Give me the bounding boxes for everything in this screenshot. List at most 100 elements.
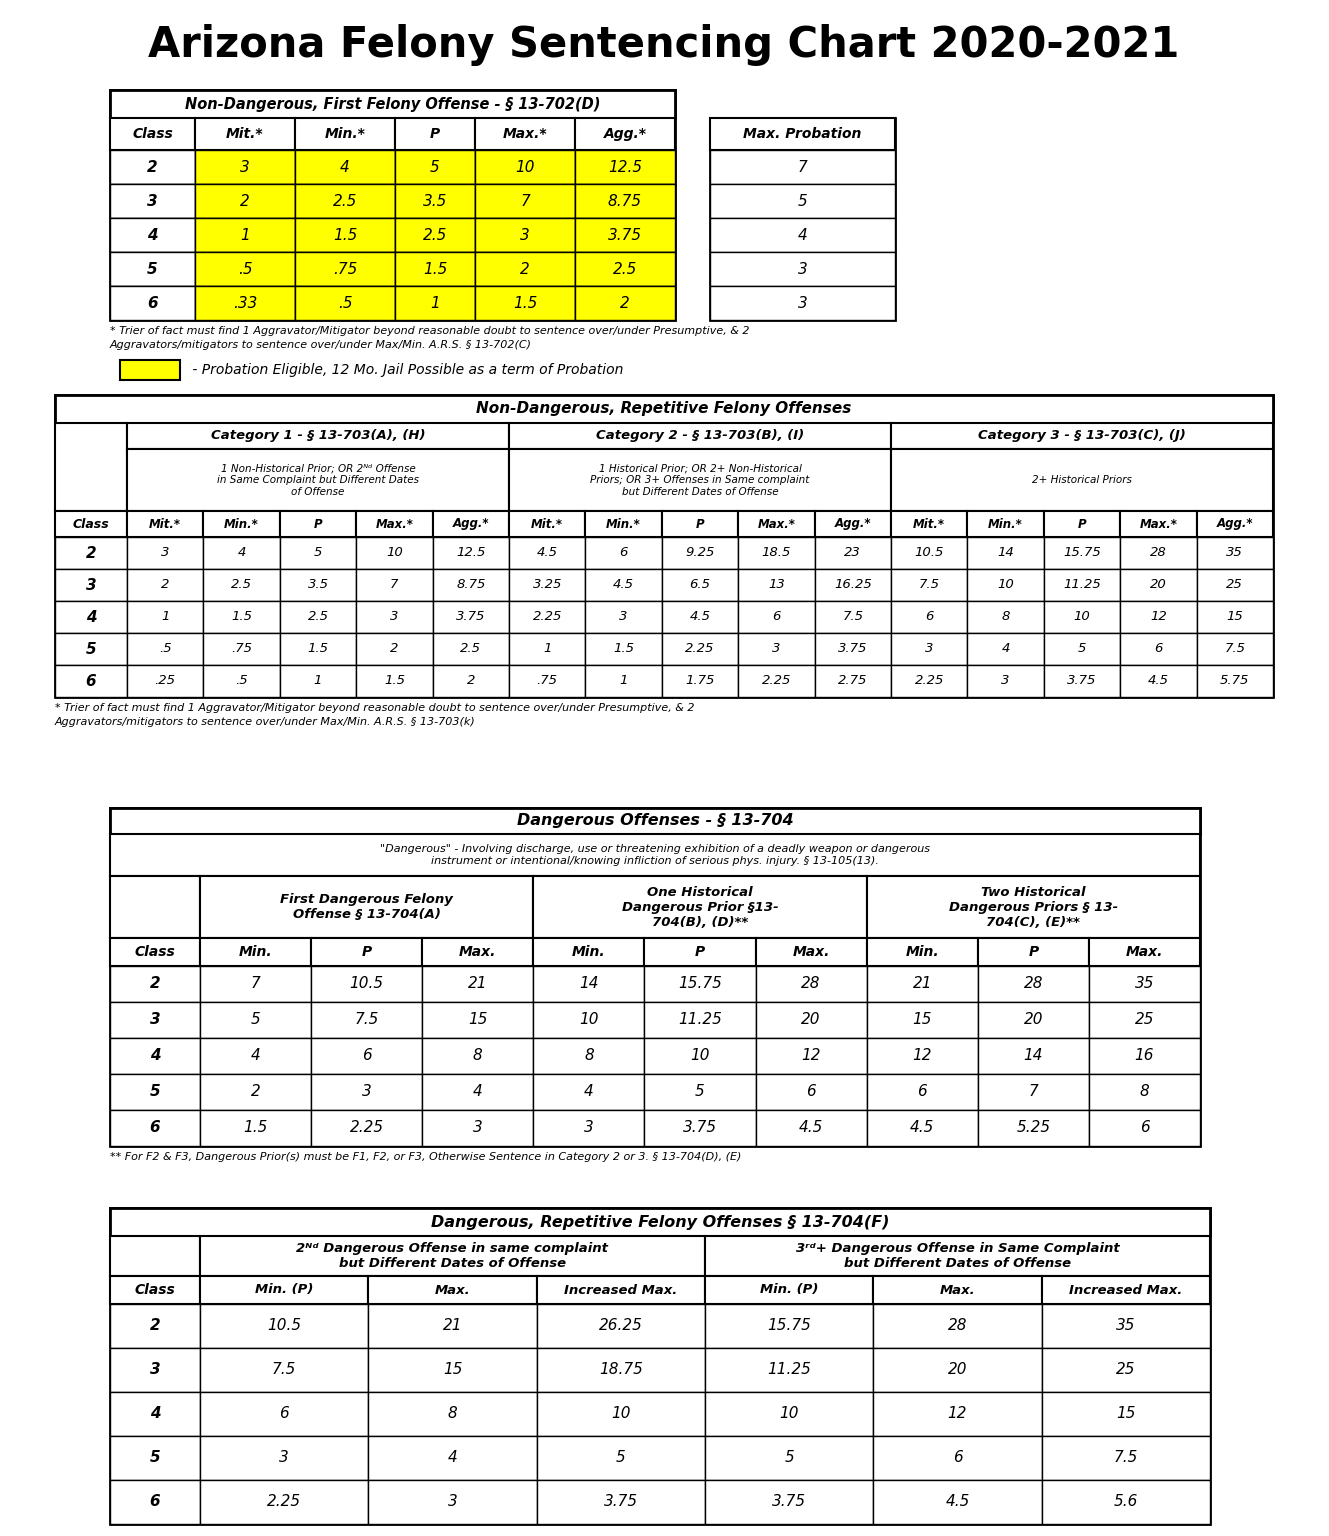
- Text: 2ᴺᵈ Dangerous Offense in same complaint
but Different Dates of Offense: 2ᴺᵈ Dangerous Offense in same complaint …: [296, 1243, 609, 1270]
- Text: 3: 3: [391, 610, 399, 624]
- Bar: [368, 1436, 537, 1481]
- Bar: [704, 1436, 873, 1481]
- Bar: [890, 449, 1273, 511]
- Text: 10: 10: [611, 1407, 630, 1421]
- Bar: [54, 601, 128, 633]
- Bar: [110, 938, 199, 966]
- Bar: [423, 938, 533, 966]
- Text: 1: 1: [314, 674, 322, 688]
- Bar: [756, 966, 867, 1001]
- Bar: [195, 252, 295, 286]
- Text: 7: 7: [1029, 1084, 1038, 1100]
- Text: 10: 10: [385, 547, 403, 559]
- Text: 2.25: 2.25: [686, 642, 715, 656]
- Bar: [203, 665, 280, 697]
- Bar: [1088, 966, 1200, 1001]
- Bar: [280, 511, 356, 538]
- Bar: [509, 568, 585, 601]
- Bar: [890, 601, 968, 633]
- Text: 4: 4: [1002, 642, 1010, 656]
- Bar: [867, 1111, 978, 1146]
- Bar: [645, 966, 756, 1001]
- Text: Max.*: Max.*: [502, 127, 548, 141]
- Bar: [575, 118, 675, 151]
- Text: 2.25: 2.25: [914, 674, 944, 688]
- Bar: [1042, 1304, 1209, 1349]
- Bar: [120, 359, 179, 379]
- Text: 4: 4: [448, 1450, 457, 1465]
- Text: 25: 25: [1116, 1362, 1135, 1378]
- Bar: [537, 1436, 704, 1481]
- Bar: [199, 1276, 368, 1304]
- Bar: [645, 1111, 756, 1146]
- Text: Mit.*: Mit.*: [149, 518, 181, 530]
- Bar: [395, 286, 474, 319]
- Bar: [195, 252, 295, 286]
- Bar: [1043, 511, 1120, 538]
- Text: 6: 6: [619, 547, 627, 559]
- Bar: [203, 568, 280, 601]
- Bar: [704, 1304, 873, 1349]
- Bar: [662, 633, 738, 665]
- Bar: [311, 966, 423, 1001]
- Text: 6.5: 6.5: [690, 579, 711, 591]
- Bar: [585, 601, 662, 633]
- Text: 1.5: 1.5: [513, 295, 537, 310]
- Text: Max.: Max.: [459, 945, 497, 958]
- Bar: [395, 118, 474, 151]
- Text: 28: 28: [801, 977, 821, 992]
- Bar: [110, 286, 195, 319]
- Text: 1.5: 1.5: [243, 1120, 267, 1135]
- Text: 20: 20: [948, 1362, 968, 1378]
- Text: Min.: Min.: [905, 945, 940, 958]
- Text: 35: 35: [1116, 1318, 1135, 1333]
- Bar: [311, 1074, 423, 1111]
- Text: 3.5: 3.5: [423, 194, 447, 209]
- Bar: [110, 1392, 199, 1436]
- Bar: [645, 938, 756, 966]
- Text: 28: 28: [948, 1318, 968, 1333]
- Text: 6: 6: [1154, 642, 1163, 656]
- Bar: [978, 966, 1088, 1001]
- Bar: [890, 422, 1273, 449]
- Bar: [867, 876, 1200, 938]
- Text: 3.75: 3.75: [772, 1495, 807, 1510]
- Bar: [662, 538, 738, 568]
- Text: 5: 5: [85, 642, 96, 656]
- Text: Non-Dangerous, Repetitive Felony Offenses: Non-Dangerous, Repetitive Felony Offense…: [476, 401, 852, 416]
- Bar: [311, 1038, 423, 1074]
- Bar: [978, 1111, 1088, 1146]
- Bar: [1043, 568, 1120, 601]
- Bar: [474, 151, 575, 184]
- Bar: [295, 252, 395, 286]
- Bar: [756, 1074, 867, 1111]
- Bar: [295, 218, 395, 252]
- Bar: [395, 286, 474, 319]
- Bar: [195, 118, 295, 151]
- Bar: [110, 808, 1200, 1146]
- Text: First Dangerous Felony
Offense § 13-704(A): First Dangerous Felony Offense § 13-704(…: [280, 892, 453, 922]
- Bar: [815, 511, 890, 538]
- Text: 4.5: 4.5: [910, 1120, 934, 1135]
- Bar: [368, 1276, 537, 1304]
- Bar: [128, 633, 203, 665]
- Text: 10: 10: [779, 1407, 799, 1421]
- Text: 3: 3: [161, 547, 169, 559]
- Bar: [199, 876, 533, 938]
- Text: 6: 6: [772, 610, 780, 624]
- Bar: [756, 1111, 867, 1146]
- Bar: [662, 568, 738, 601]
- Text: 6: 6: [148, 295, 158, 310]
- Bar: [1196, 568, 1273, 601]
- Text: 3.75: 3.75: [683, 1120, 718, 1135]
- Bar: [395, 184, 474, 218]
- Bar: [203, 511, 280, 538]
- Bar: [423, 966, 533, 1001]
- Bar: [645, 1074, 756, 1111]
- Bar: [368, 1304, 537, 1349]
- Bar: [110, 151, 195, 184]
- Bar: [311, 938, 423, 966]
- Text: 14: 14: [997, 547, 1014, 559]
- Bar: [585, 511, 662, 538]
- Bar: [1196, 665, 1273, 697]
